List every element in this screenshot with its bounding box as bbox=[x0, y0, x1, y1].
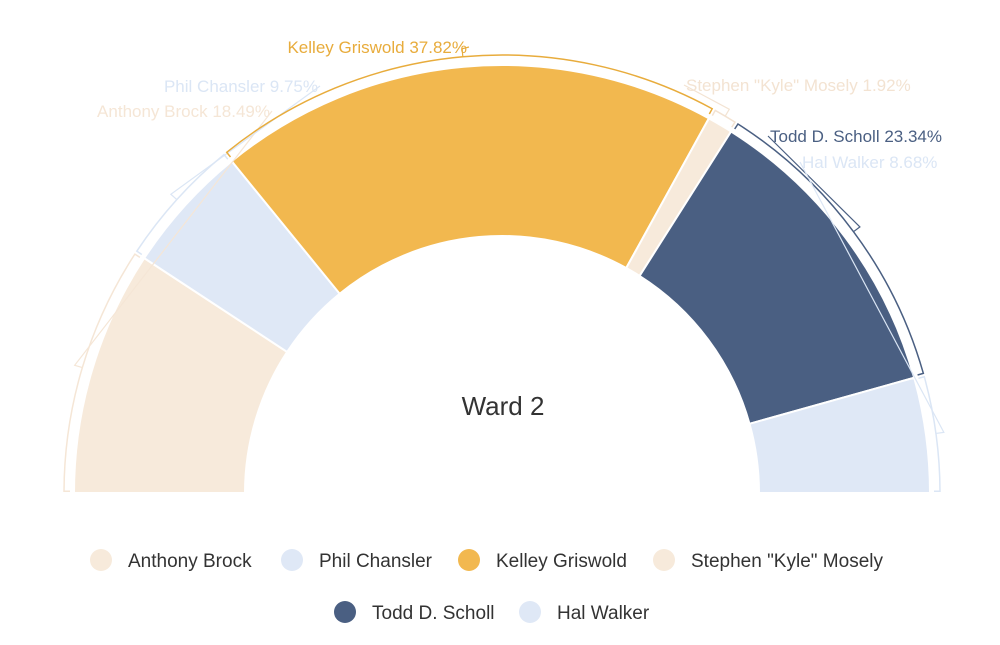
legend-marker-phil-chansler bbox=[281, 549, 303, 571]
legend-label-todd-d-scholl: Todd D. Scholl bbox=[372, 603, 495, 624]
legend-marker-hal-walker bbox=[519, 601, 541, 623]
legend-label-stephen-kyle-mosely: Stephen "Kyle" Mosely bbox=[691, 551, 883, 572]
data-label-anthony-brock: Anthony Brock 18.49% bbox=[97, 102, 270, 121]
legend-item-hal-walker[interactable]: Hal Walker bbox=[519, 601, 650, 624]
legend-marker-anthony-brock bbox=[90, 549, 112, 571]
legend-item-todd-d-scholl[interactable]: Todd D. Scholl bbox=[334, 601, 495, 624]
data-label-hal-walker: Hal Walker 8.68% bbox=[802, 153, 937, 172]
legend-marker-kelley-griswold bbox=[458, 549, 480, 571]
data-labels-group: Anthony Brock 18.49% Phil Chansler 9.75% K… bbox=[97, 38, 942, 172]
slices-group bbox=[72, 64, 932, 494]
legend-marker-todd-d-scholl bbox=[334, 601, 356, 623]
slice-hal-walker[interactable] bbox=[748, 376, 932, 494]
bracket-todd-d-scholl bbox=[734, 122, 925, 376]
data-label-phil-chansler: Phil Chansler 9.75% bbox=[164, 77, 318, 96]
legend: Anthony Brock Phil Chansler Kelley Griswol… bbox=[90, 549, 883, 624]
connector-hal-walker bbox=[799, 161, 945, 435]
legend-marker-stephen-kyle-mosely bbox=[653, 549, 675, 571]
data-label-stephen-kyle-mosely: Stephen "Kyle" Mosely 1.92% bbox=[686, 76, 911, 95]
legend-item-kelley-griswold[interactable]: Kelley Griswold bbox=[458, 549, 627, 572]
legend-label-anthony-brock: Anthony Brock bbox=[128, 551, 252, 572]
legend-item-phil-chansler[interactable]: Phil Chansler bbox=[281, 549, 433, 572]
legend-item-anthony-brock[interactable]: Anthony Brock bbox=[90, 549, 252, 572]
legend-label-phil-chansler: Phil Chansler bbox=[319, 551, 433, 572]
data-label-kelley-griswold: Kelley Griswold 37.82% bbox=[287, 38, 467, 57]
connector-todd-d-scholl bbox=[767, 135, 861, 233]
bracket-anthony-brock bbox=[63, 253, 141, 493]
label-brackets-group bbox=[63, 46, 945, 493]
chart-title: Ward 2 bbox=[462, 391, 545, 421]
bracket-hal-walker bbox=[918, 375, 941, 493]
connector-anthony-brock bbox=[73, 110, 273, 369]
slice-kelley-griswold[interactable] bbox=[230, 64, 711, 296]
connector-stephen-kyle-mosely bbox=[683, 84, 731, 117]
data-label-todd-d-scholl: Todd D. Scholl 23.34% bbox=[770, 127, 942, 146]
connector-kelley-griswold bbox=[461, 46, 470, 57]
legend-item-stephen-kyle-mosely[interactable]: Stephen "Kyle" Mosely bbox=[653, 549, 883, 572]
legend-label-hal-walker: Hal Walker bbox=[557, 603, 650, 624]
legend-label-kelley-griswold: Kelley Griswold bbox=[496, 551, 627, 572]
